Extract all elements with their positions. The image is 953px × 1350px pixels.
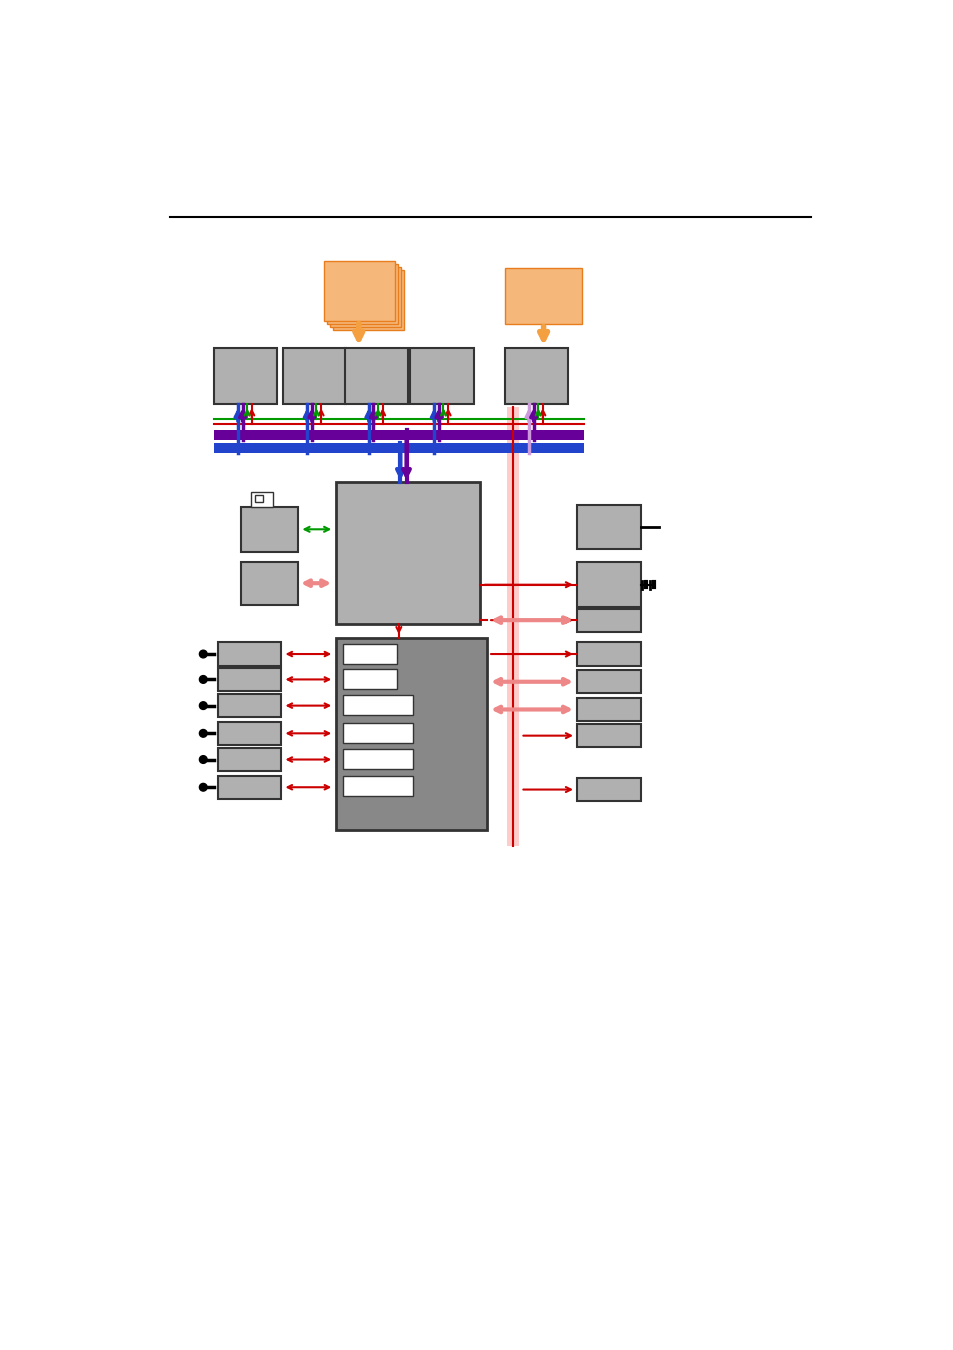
Bar [251, 491, 273, 508]
Bar [343, 722, 413, 742]
Bar [577, 724, 640, 747]
Bar [333, 270, 404, 329]
Bar [577, 698, 640, 721]
Bar [343, 776, 413, 796]
Bar [335, 482, 480, 624]
Circle shape [199, 675, 207, 683]
Bar [217, 776, 281, 799]
Bar [506, 406, 518, 845]
Bar [343, 668, 396, 688]
Bar [241, 563, 297, 605]
Bar [283, 348, 346, 404]
Circle shape [199, 783, 207, 791]
Bar [577, 609, 640, 632]
Bar [330, 267, 400, 327]
Bar [327, 263, 397, 324]
Bar [335, 637, 486, 830]
Bar [217, 643, 281, 666]
Bar [577, 643, 640, 666]
Bar [410, 348, 473, 404]
Bar [217, 748, 281, 771]
Bar [217, 668, 281, 691]
Bar [213, 429, 583, 440]
Bar [504, 269, 581, 324]
Bar [577, 563, 640, 608]
Circle shape [199, 702, 207, 710]
Bar [343, 749, 413, 768]
Bar [217, 722, 281, 745]
Circle shape [199, 651, 207, 657]
Bar [504, 348, 568, 404]
Bar [577, 670, 640, 694]
Bar [241, 508, 297, 552]
Circle shape [199, 756, 207, 763]
Bar [213, 348, 277, 404]
Bar [324, 261, 395, 320]
Bar [345, 348, 408, 404]
Bar [577, 505, 640, 549]
Bar [343, 695, 413, 716]
Bar [254, 494, 262, 502]
Bar [217, 694, 281, 717]
Bar [577, 778, 640, 801]
Bar [213, 443, 583, 454]
Circle shape [199, 729, 207, 737]
Bar [343, 644, 396, 664]
